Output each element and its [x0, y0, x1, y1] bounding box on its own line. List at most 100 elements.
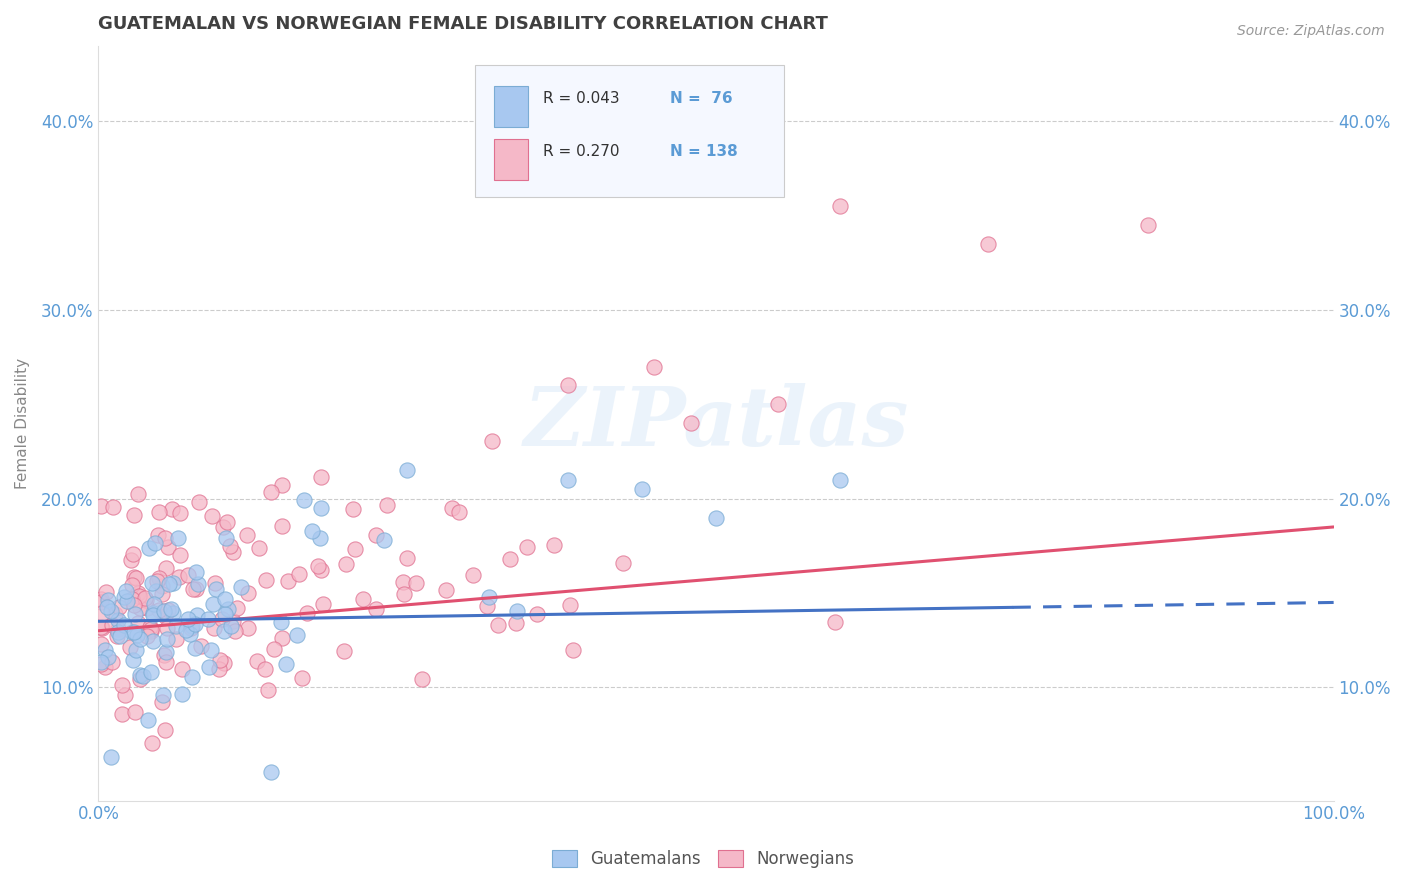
- Point: [247, 541, 270, 555]
- Point: [105, 629, 128, 643]
- Point: [224, 624, 246, 638]
- Point: [124, 607, 146, 621]
- Point: [141, 576, 163, 591]
- Point: [236, 586, 259, 600]
- Point: [115, 593, 138, 607]
- Point: [148, 505, 170, 519]
- Point: [516, 540, 538, 554]
- Bar: [494, 138, 529, 180]
- Point: [375, 499, 398, 513]
- Point: [94, 660, 117, 674]
- Point: [373, 533, 395, 547]
- Point: [90, 499, 112, 513]
- Point: [505, 616, 527, 631]
- Point: [91, 606, 114, 620]
- Point: [96, 584, 118, 599]
- Point: [219, 618, 242, 632]
- Point: [391, 574, 413, 589]
- Point: [277, 574, 299, 589]
- Point: [217, 602, 239, 616]
- Point: [104, 607, 127, 621]
- Point: [681, 416, 703, 430]
- Text: R = 0.043: R = 0.043: [543, 91, 620, 106]
- Point: [612, 557, 634, 571]
- Point: [441, 501, 464, 516]
- Point: [215, 531, 238, 545]
- Point: [135, 629, 157, 643]
- Point: [478, 590, 501, 604]
- Point: [121, 625, 143, 640]
- Point: [226, 600, 249, 615]
- Point: [155, 561, 177, 575]
- Text: ZIPatlas: ZIPatlas: [523, 384, 908, 463]
- Point: [181, 582, 204, 596]
- Point: [288, 567, 311, 582]
- Legend: Guatemalans, Norwegians: Guatemalans, Norwegians: [546, 843, 860, 875]
- Point: [209, 652, 232, 666]
- Point: [828, 199, 851, 213]
- Point: [477, 599, 499, 613]
- Point: [190, 640, 212, 654]
- Point: [172, 687, 194, 701]
- Point: [411, 672, 433, 686]
- Point: [125, 571, 148, 585]
- Point: [200, 643, 222, 657]
- Point: [184, 616, 207, 631]
- Point: [333, 644, 356, 658]
- Point: [643, 359, 665, 374]
- Point: [139, 620, 162, 634]
- Point: [142, 634, 165, 648]
- Point: [212, 624, 235, 638]
- Point: [155, 723, 177, 738]
- Point: [447, 505, 470, 519]
- Point: [153, 608, 176, 623]
- Point: [90, 595, 112, 609]
- Point: [136, 600, 159, 615]
- Point: [101, 500, 124, 514]
- Point: [217, 515, 239, 529]
- Point: [96, 600, 118, 615]
- Point: [499, 551, 522, 566]
- Point: [218, 539, 240, 553]
- Point: [111, 678, 134, 692]
- Point: [121, 592, 143, 607]
- Point: [160, 602, 183, 616]
- Point: [152, 688, 174, 702]
- Point: [186, 608, 208, 623]
- Point: [162, 606, 184, 620]
- Point: [153, 531, 176, 545]
- Point: [184, 582, 207, 597]
- Point: [285, 628, 308, 642]
- Point: [309, 501, 332, 516]
- Point: [128, 589, 150, 603]
- Point: [152, 648, 174, 663]
- Point: [526, 607, 548, 621]
- Point: [202, 621, 225, 635]
- Point: [766, 397, 789, 411]
- Point: [107, 624, 129, 639]
- Point: [127, 487, 149, 501]
- Point: [143, 535, 166, 549]
- Point: [274, 657, 297, 671]
- Point: [631, 482, 654, 496]
- Point: [176, 612, 198, 626]
- Point: [260, 765, 283, 780]
- Point: [311, 470, 333, 484]
- Point: [115, 583, 138, 598]
- Point: [208, 662, 231, 676]
- Point: [97, 650, 120, 665]
- Point: [201, 597, 224, 611]
- Text: R = 0.270: R = 0.270: [543, 144, 620, 159]
- Point: [145, 584, 167, 599]
- Point: [101, 617, 124, 632]
- Point: [90, 620, 112, 634]
- Point: [260, 485, 283, 500]
- Point: [138, 541, 160, 555]
- Point: [256, 683, 278, 698]
- FancyBboxPatch shape: [475, 64, 785, 196]
- Point: [125, 628, 148, 642]
- Point: [114, 689, 136, 703]
- Point: [124, 625, 146, 640]
- Point: [222, 614, 245, 628]
- Point: [132, 669, 155, 683]
